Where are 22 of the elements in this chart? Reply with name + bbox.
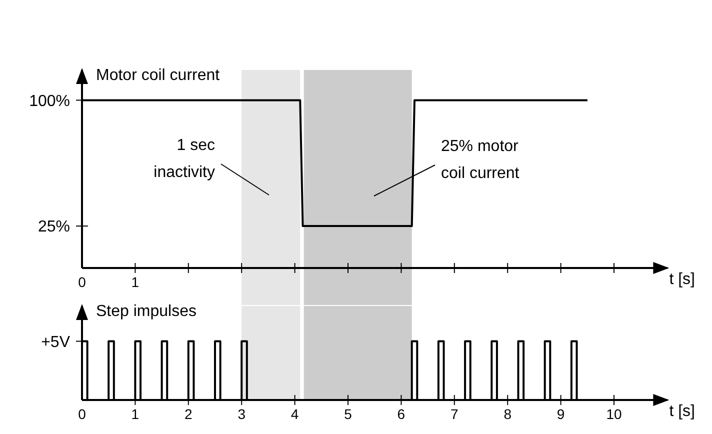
x-tick-label: 0 [78, 406, 86, 422]
x-tick-label: 8 [504, 406, 512, 422]
y-axis-title: Motor coil current [96, 67, 220, 84]
x-tick-label: 5 [344, 406, 352, 422]
y-tick-label: 25% [38, 218, 70, 236]
text: +5V [41, 334, 70, 351]
x-tick-label: 1 [131, 274, 140, 290]
x-tick-label: 7 [450, 406, 458, 422]
y-tick-label: 100% [29, 92, 70, 110]
x-tick-label: 2 [184, 406, 192, 422]
annotation: 1 sec inactivity [154, 137, 215, 181]
x-tick-label: 4 [290, 406, 299, 422]
x-axis-title: t [s] [669, 403, 695, 420]
annotation: 25% motor coil current [441, 138, 520, 182]
x-tick-label: 1 [131, 406, 140, 422]
x-axis-title: t [s] [669, 271, 695, 288]
x-tick-label: 0 [78, 274, 86, 290]
y-axis-title: Step impulses [96, 303, 196, 320]
x-tick-label: 9 [556, 406, 565, 422]
x-tick-label: 10 [606, 406, 622, 422]
x-tick-label: 3 [238, 406, 246, 422]
x-tick-label: 6 [397, 406, 406, 422]
